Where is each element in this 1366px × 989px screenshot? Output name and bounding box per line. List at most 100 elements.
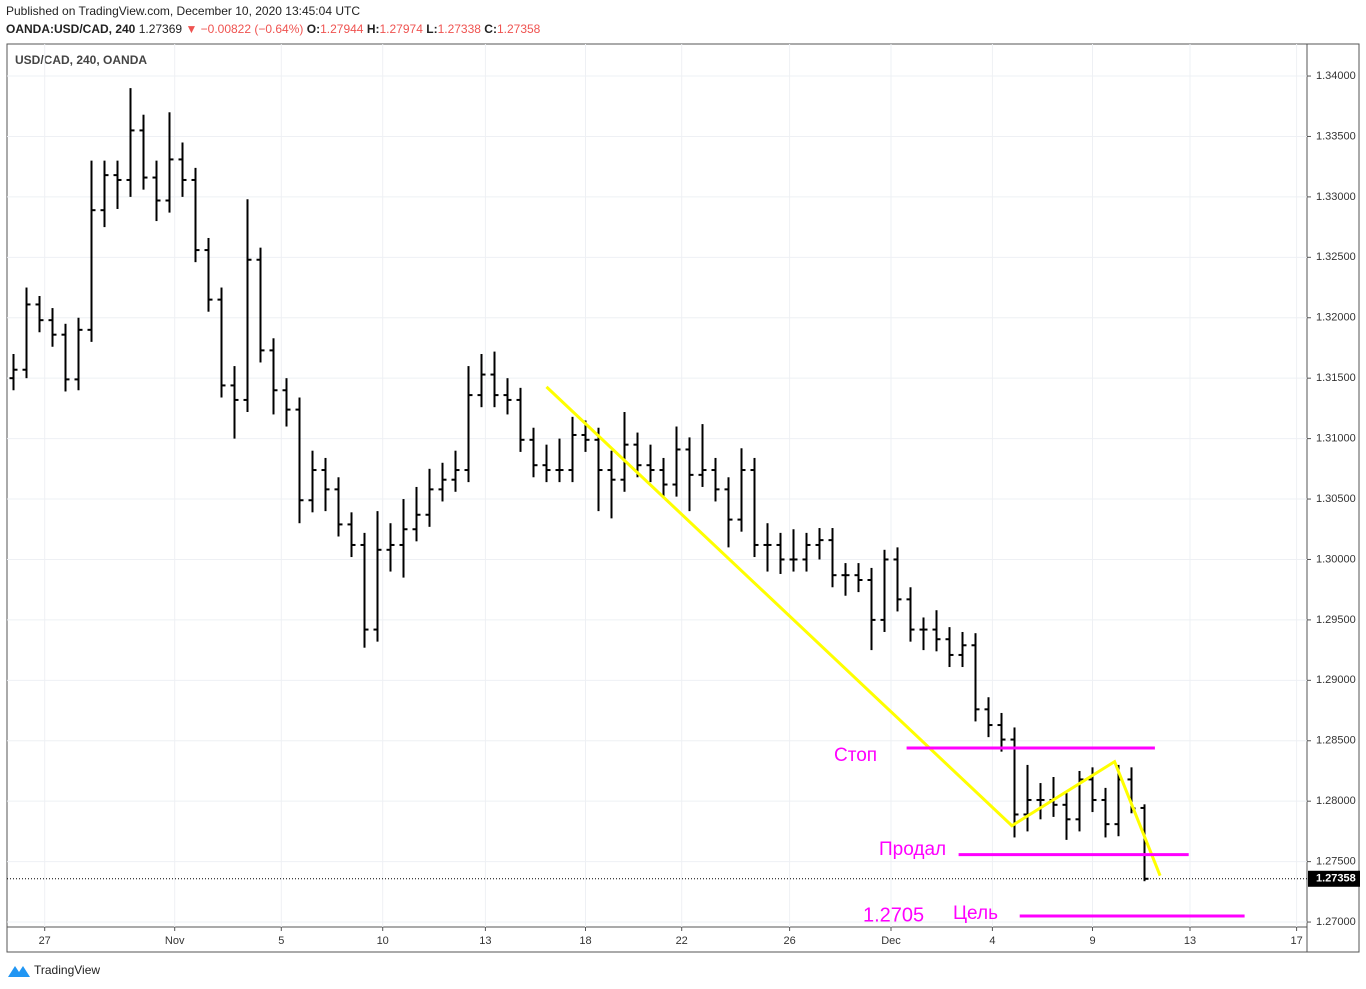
- ohlc-bar: [698, 424, 707, 487]
- y-tick-label: 1.34000: [1316, 70, 1356, 82]
- ohlc-bar: [711, 457, 720, 502]
- o-value: 1.27944: [320, 22, 364, 36]
- ohlc-bar: [321, 457, 330, 512]
- ohlc-bar: [490, 351, 499, 408]
- ohlc-bar: [555, 438, 564, 483]
- symbol: OANDA:USD/CAD, 240 1.27369 ▼ −0.00822 (−…: [6, 22, 541, 36]
- ohlc-bar: [607, 450, 616, 519]
- x-tick-label: 18: [579, 935, 591, 947]
- y-tick-label: 1.30000: [1316, 553, 1356, 565]
- bars: [9, 88, 1149, 882]
- ohlc-bar: [646, 444, 655, 483]
- x-tick-label: 9: [1089, 935, 1095, 947]
- ohlc-bar: [932, 610, 941, 652]
- ohlc-bar: [529, 427, 538, 478]
- drawing-line: [545, 385, 1162, 877]
- ohlc-bar: [685, 437, 694, 512]
- ohlc-bar: [1010, 727, 1019, 838]
- h-label: H:: [367, 22, 380, 36]
- ohlc-bar: [1101, 787, 1110, 838]
- ohlc-bar: [87, 160, 96, 342]
- ohlc-bar: [178, 142, 187, 197]
- annotation: Цель: [953, 903, 998, 924]
- ohlc-bar: [35, 295, 44, 333]
- ohlc-bar: [152, 160, 161, 222]
- ohlc-bar: [620, 412, 629, 492]
- ohlc-bar: [763, 523, 772, 572]
- ohlc-bar: [672, 426, 681, 497]
- ohlc-bar: [971, 633, 980, 722]
- y-tick-label: 1.33000: [1316, 191, 1356, 203]
- ohlc-bar: [230, 366, 239, 439]
- ohlc-bar: [997, 712, 1006, 752]
- last-price-box: [1308, 870, 1360, 887]
- ohlc-bar: [204, 237, 213, 312]
- ohlc-bar: [113, 160, 122, 209]
- y-tick-label: 1.29000: [1316, 674, 1356, 686]
- ohlc-bar: [243, 199, 252, 413]
- y-tick-label: 1.33500: [1316, 130, 1356, 142]
- o-label: O:: [307, 22, 320, 36]
- ohlc-bar: [256, 247, 265, 363]
- annotation: Продал: [879, 839, 946, 860]
- y-tick-label: 1.32000: [1316, 312, 1356, 324]
- ohlc-bar: [1036, 783, 1045, 820]
- ohlc-bar: [48, 308, 57, 347]
- l-value: 1.27338: [438, 22, 482, 36]
- brand-logo: [8, 966, 30, 977]
- chart-frame: [6, 43, 1360, 953]
- ohlc-bar: [724, 477, 733, 548]
- ohlc-bar: [425, 468, 434, 527]
- ohlc-bar: [269, 338, 278, 415]
- ohlc-bar: [919, 617, 928, 651]
- x-tick-label: 13: [1184, 935, 1196, 947]
- ohlc-bar: [841, 563, 850, 596]
- ohlc-bar: [737, 448, 746, 532]
- ohlc-bar: [906, 587, 915, 642]
- ohlc-bar: [867, 567, 876, 651]
- annotation: Стоп: [834, 745, 877, 766]
- ohlc-bar: [854, 563, 863, 593]
- ohlc-bar: [451, 450, 460, 492]
- y-tick-label: 1.28500: [1316, 735, 1356, 747]
- ohlc-bar: [503, 378, 512, 415]
- ohlc-bar: [191, 167, 200, 263]
- ohlc-bar: [802, 532, 811, 572]
- ohlc-bar: [581, 420, 590, 452]
- c-label: C:: [484, 22, 497, 36]
- ohlc-bar: [776, 532, 785, 574]
- ohlc-bar: [308, 450, 317, 513]
- ohlc-bar: [9, 354, 18, 391]
- ohlc-bar: [958, 631, 967, 668]
- ohlc-bar: [126, 88, 135, 197]
- last-price-label: 1.27358: [1316, 873, 1356, 885]
- change: ▼ −0.00822 (−0.64%): [185, 22, 303, 36]
- x-tick-label: 10: [377, 935, 389, 947]
- y-tick-label: 1.28000: [1316, 795, 1356, 807]
- ohlc-bar: [880, 549, 889, 632]
- x-tick-label: 27: [39, 935, 51, 947]
- y-tick-label: 1.29500: [1316, 614, 1356, 626]
- ohlc-bar: [165, 112, 174, 213]
- ohlc-bar: [61, 323, 70, 392]
- x-tick-label: 5: [278, 935, 284, 947]
- ohlc-bar: [594, 427, 603, 512]
- ohlc-bar: [360, 532, 369, 648]
- x-tick-label: 26: [783, 935, 795, 947]
- ohlc-bar: [412, 486, 421, 542]
- x-tick-label: 17: [1290, 935, 1302, 947]
- ohlc-bar: [217, 287, 226, 398]
- ohlc-bar: [815, 528, 824, 560]
- brand-name: TradingView: [34, 963, 100, 977]
- ohlc-bar: [750, 457, 759, 558]
- ohlc-bar: [373, 511, 382, 642]
- x-tick-label: Nov: [165, 935, 185, 947]
- annotation: 1.2705: [863, 904, 924, 926]
- ohlc-bar: [568, 416, 577, 483]
- last-price: 1.27369: [139, 22, 183, 36]
- y-tick-label: 1.32500: [1316, 251, 1356, 263]
- ohlc-bar: [516, 387, 525, 452]
- x-tick-label: 4: [989, 935, 995, 947]
- c-value: 1.27358: [497, 22, 541, 36]
